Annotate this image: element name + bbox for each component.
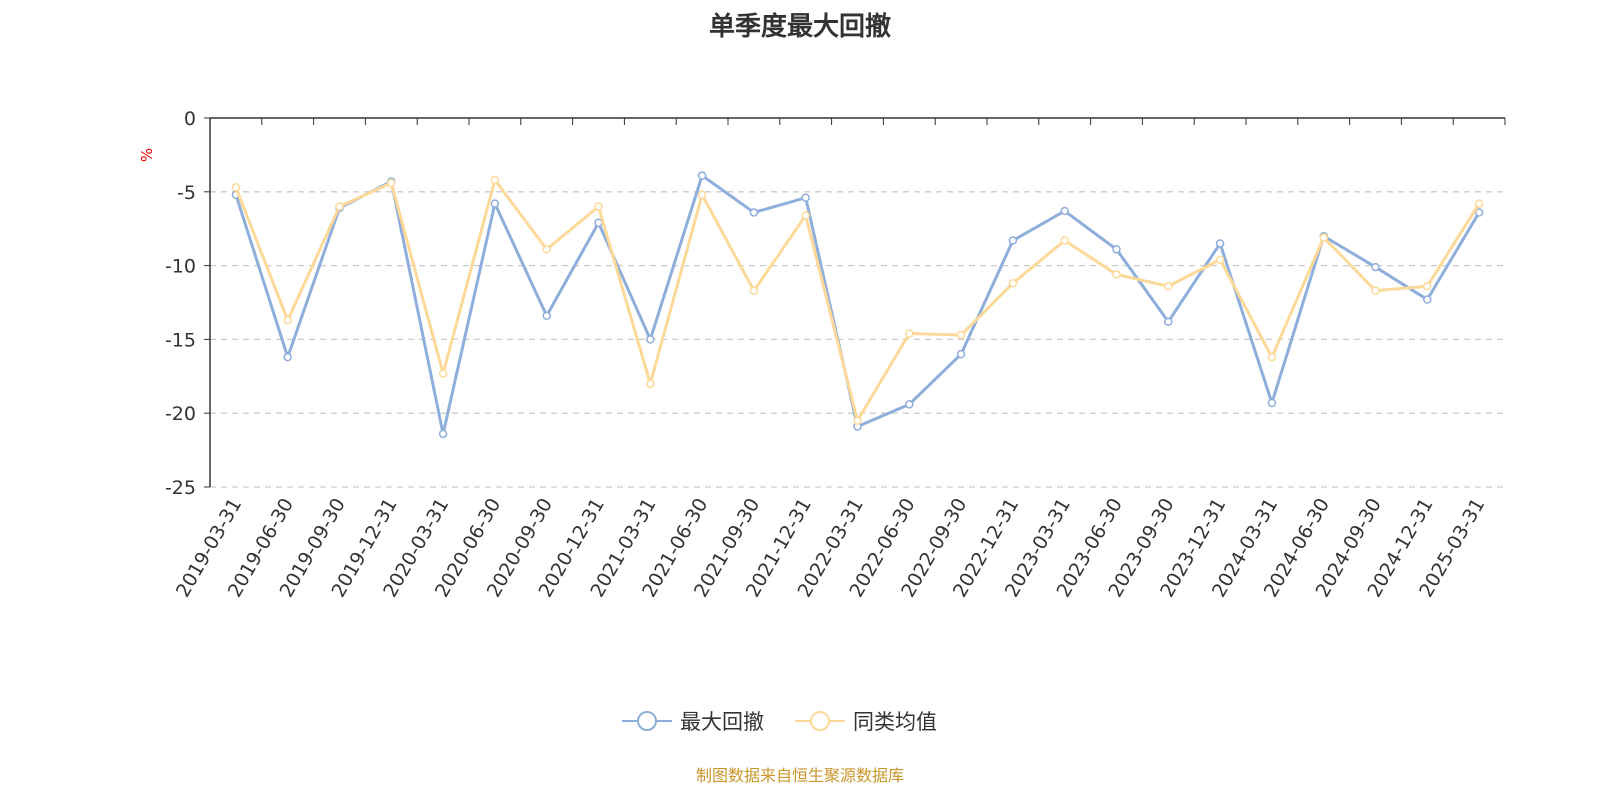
data-point xyxy=(905,329,914,338)
legend-label: 最大回撤 xyxy=(680,710,764,734)
data-point xyxy=(956,349,966,359)
data-point xyxy=(1423,295,1432,304)
data-point xyxy=(801,193,810,202)
data-point xyxy=(594,218,603,228)
y-axis-label: % xyxy=(138,148,156,162)
data-point xyxy=(1112,245,1121,254)
data-point xyxy=(438,429,448,439)
y-tick-label: -15 xyxy=(165,329,196,351)
data-point xyxy=(749,286,759,295)
y-tick-label: -20 xyxy=(165,403,196,425)
data-point xyxy=(646,379,655,388)
data-point xyxy=(1060,206,1069,216)
data-point xyxy=(1215,239,1225,248)
data-point xyxy=(490,199,500,208)
data-point xyxy=(1423,282,1432,291)
data-point xyxy=(231,183,241,192)
series-line-1 xyxy=(234,176,1481,425)
data-point xyxy=(1008,236,1018,245)
y-tick-label: -5 xyxy=(177,182,196,204)
legend-marker xyxy=(637,711,657,731)
y-tick-label: -25 xyxy=(165,477,196,499)
data-point xyxy=(438,369,448,378)
data-point xyxy=(1371,262,1380,272)
data-point xyxy=(1164,282,1173,291)
data-point xyxy=(1267,352,1277,362)
data-point xyxy=(697,190,707,200)
data-point xyxy=(1267,398,1277,408)
data-point xyxy=(1215,255,1225,264)
data-point xyxy=(387,178,396,188)
data-point xyxy=(749,208,759,217)
data-point xyxy=(801,211,810,220)
y-tick-label: 0 xyxy=(184,108,196,130)
data-point xyxy=(490,175,500,185)
data-point xyxy=(594,202,603,211)
data-point xyxy=(697,171,707,180)
data-point xyxy=(1319,233,1328,242)
data-point xyxy=(1112,270,1121,279)
legend-marker xyxy=(810,711,830,731)
data-point xyxy=(1371,286,1380,295)
data-point xyxy=(335,202,344,211)
data-point xyxy=(542,311,551,321)
data-point xyxy=(1474,199,1484,208)
data-point xyxy=(542,245,551,254)
data-point xyxy=(283,315,292,325)
data-point xyxy=(905,400,914,409)
data-point xyxy=(1164,317,1173,326)
source-note: 制图数据来自恒生聚源数据库 xyxy=(695,766,904,785)
data-point xyxy=(853,416,862,425)
data-point xyxy=(1474,208,1484,217)
data-point xyxy=(1008,279,1018,288)
data-point xyxy=(1060,236,1069,245)
chart-title: 单季度最大回撤 xyxy=(708,12,891,42)
data-point xyxy=(283,352,292,362)
series-line-0 xyxy=(234,173,1481,435)
data-point xyxy=(646,335,655,344)
legend-label: 同类均值 xyxy=(853,710,937,734)
data-point xyxy=(956,330,966,340)
y-tick-label: -10 xyxy=(165,256,196,278)
